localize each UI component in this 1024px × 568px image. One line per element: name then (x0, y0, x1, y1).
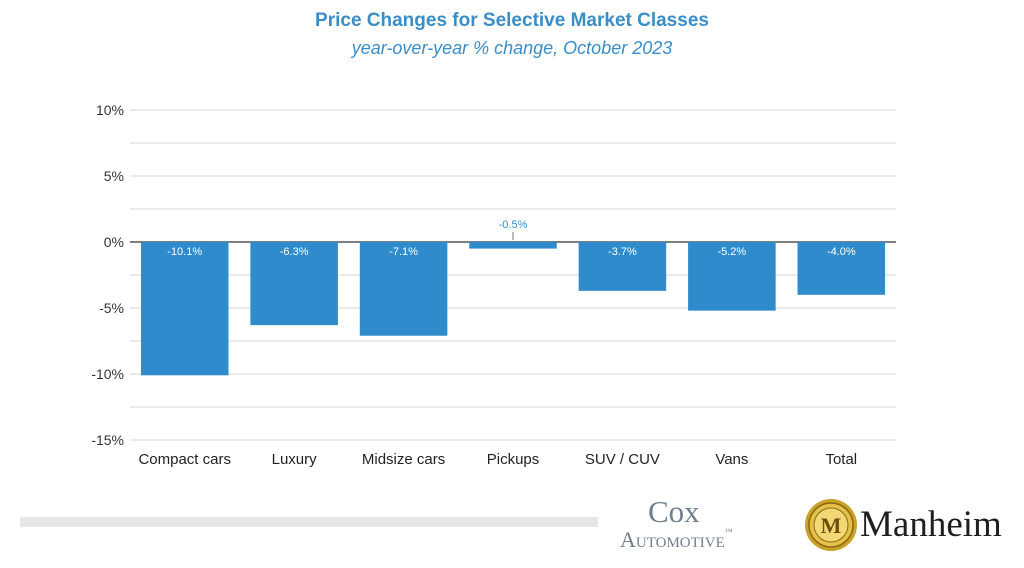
y-tick-label: 5% (104, 168, 124, 184)
data-label: -10.1% (167, 246, 202, 258)
data-label: -6.3% (280, 246, 309, 258)
cox-logo-text: Cox (648, 494, 700, 529)
x-tick-label: Midsize cars (362, 451, 445, 468)
bar (688, 242, 776, 311)
x-axis-ticks: Compact cars Luxury Midsize cars Pickups SUV… (138, 451, 857, 468)
y-tick-label: -5% (99, 300, 124, 316)
bar (469, 242, 557, 249)
footer-bar (20, 517, 598, 527)
bar (797, 242, 886, 295)
bar (250, 242, 338, 326)
chart-title: Price Changes for Selective Market Class… (315, 10, 709, 31)
chart-subtitle: year-over-year % change, October 2023 (351, 38, 673, 58)
bar (578, 242, 667, 291)
bar (140, 242, 229, 376)
y-tick-label: 10% (96, 102, 124, 118)
y-tick-label: -15% (91, 432, 124, 448)
data-label: -3.7% (608, 246, 637, 258)
data-label: -4.0% (827, 246, 856, 258)
y-tick-label: -10% (91, 366, 124, 382)
x-tick-label: Vans (715, 451, 748, 468)
data-label: -7.1% (389, 246, 418, 258)
x-tick-label: Pickups (487, 451, 540, 468)
bar (359, 242, 448, 336)
bars (140, 242, 886, 376)
x-tick-label: Luxury (272, 451, 318, 468)
data-labels: -10.1% -6.3% -7.1% -0.5% -3.7% -5.2% -4.0% (167, 219, 856, 258)
bar-chart: 10% 5% 0% -5% -10% -15% -10.1% -6.3% -7.1% -0.5%… (91, 102, 896, 468)
automotive-logo-text: Automotive (620, 527, 725, 552)
manheim-mark-letter: M (821, 513, 842, 538)
x-tick-label: SUV / CUV (585, 451, 660, 468)
manheim-logo-text: Manheim (860, 504, 1002, 545)
data-label: -0.5% (499, 219, 528, 231)
cox-automotive-logo: Cox Automotive™ (618, 494, 788, 554)
gridlines (130, 109, 896, 441)
x-tick-label: Total (825, 451, 857, 468)
y-tick-label: 0% (104, 234, 124, 250)
trademark-symbol: ™ (724, 527, 733, 536)
data-label: -5.2% (717, 246, 746, 258)
x-tick-label: Compact cars (138, 451, 231, 468)
y-axis-ticks: 10% 5% 0% -5% -10% -15% (91, 102, 124, 448)
manheim-logo-icon: M (805, 499, 857, 551)
